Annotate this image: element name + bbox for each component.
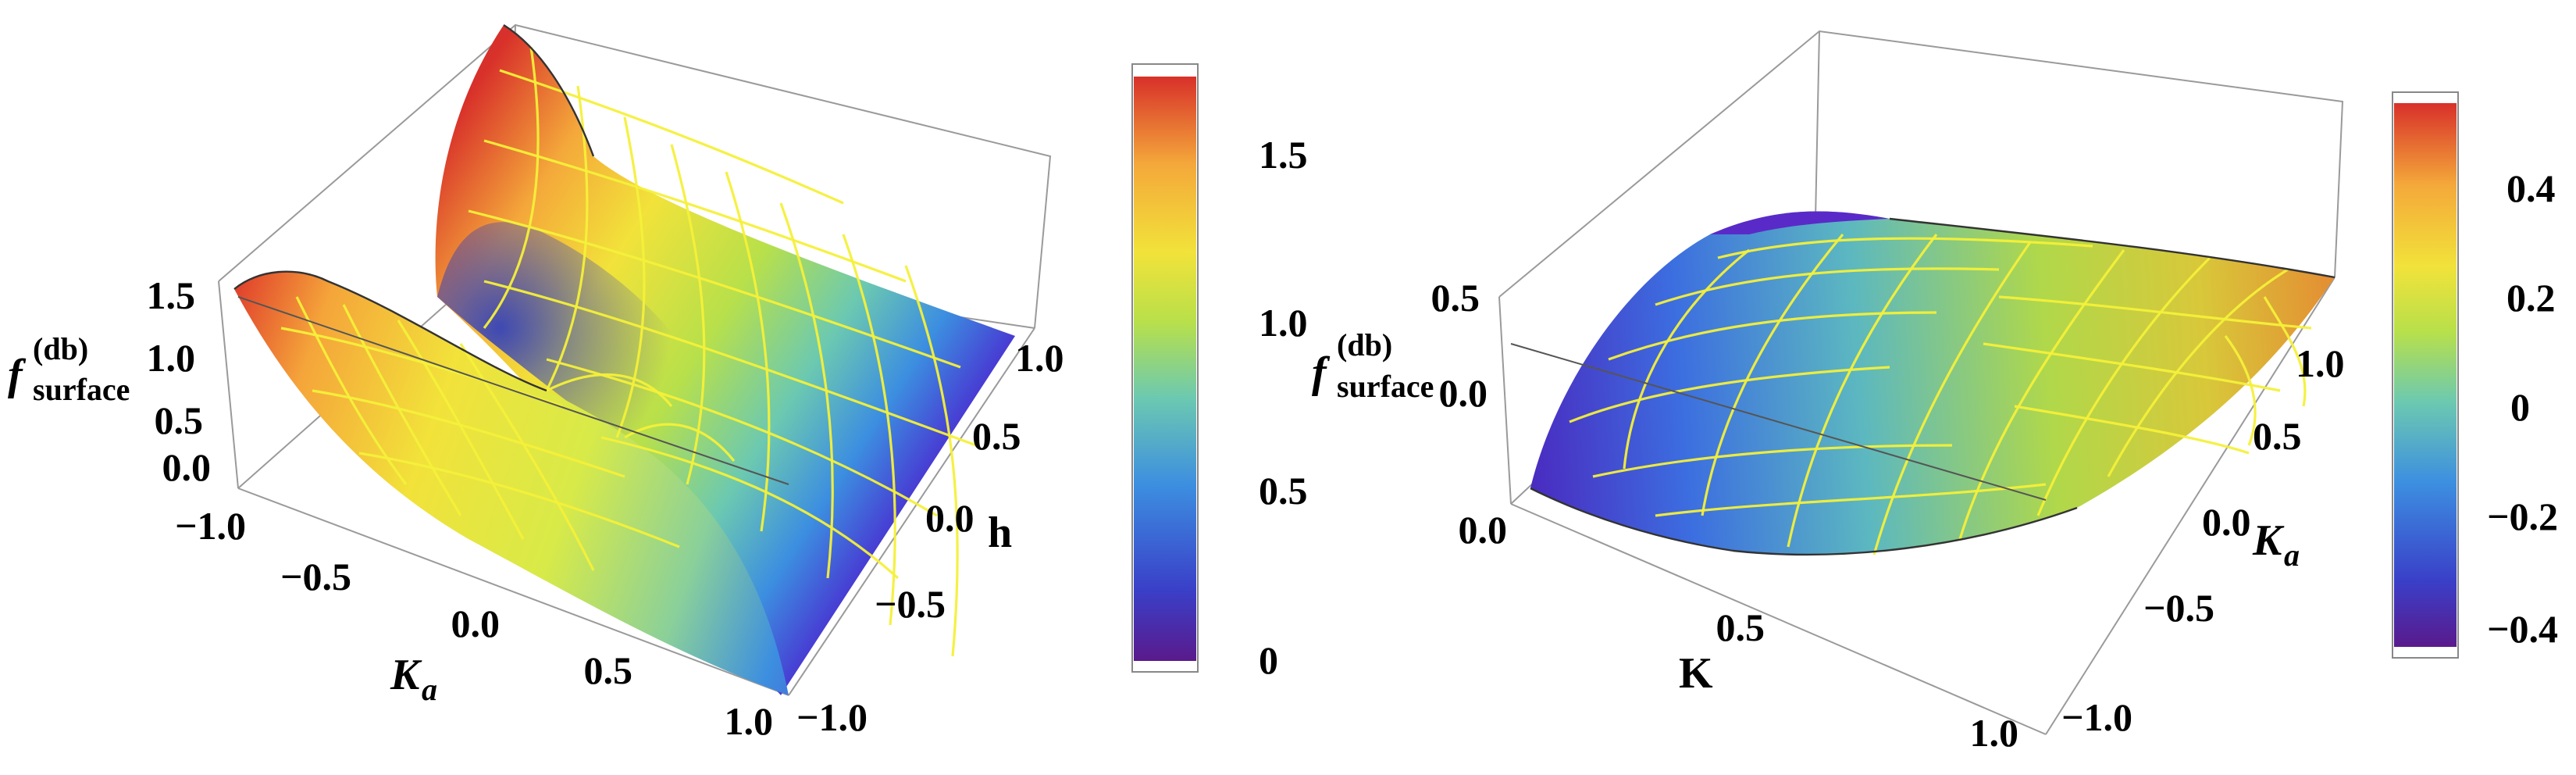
left-cb-tick-1: 0.5: [1259, 469, 1308, 512]
svg-text:f: f: [1312, 348, 1331, 397]
svg-text:(db): (db): [1337, 327, 1392, 362]
right-cb-tick-0: −0.4: [2487, 607, 2558, 651]
right-z-ticks: 0.5 0.0: [1431, 276, 1488, 415]
right-cb-tick-3: 0.2: [2507, 276, 2556, 320]
right-z-tick-0: 0.5: [1431, 276, 1480, 320]
right-x-ticks: 0.0 0.5 1.0: [1459, 508, 2019, 755]
left-x-tick-4: 1.0: [725, 699, 774, 743]
svg-text:(db): (db): [33, 331, 88, 366]
right-y-tick-2: 0.0: [2202, 500, 2251, 544]
right-y-tick-0: −1.0: [2061, 695, 2132, 739]
right-z-label: f (db) surface: [1312, 327, 1434, 404]
right-cb-tick-1: −0.2: [2487, 495, 2558, 538]
left-z-tick-2: 0.5: [155, 398, 204, 442]
left-y-tick-2: 0.0: [925, 496, 974, 540]
left-y-tick-3: 0.5: [972, 414, 1021, 458]
left-z-tick-1: 1.0: [147, 336, 196, 380]
right-colorbar-gradient: [2394, 103, 2457, 647]
svg-text:K: K: [390, 651, 422, 699]
right-x-tick-0: 0.0: [1459, 508, 1508, 552]
left-colorbar: 0 0.5 1.0 1.5: [1131, 63, 1308, 682]
left-surface-back: [435, 25, 1015, 695]
left-surface-front: [234, 271, 789, 695]
right-surface: [1530, 211, 2335, 555]
svg-text:a: a: [422, 672, 437, 707]
right-x-label: K: [1679, 649, 1713, 698]
right-y-tick-4: 1.0: [2296, 341, 2345, 385]
left-x-tick-1: −0.5: [280, 555, 351, 598]
right-cb-tick-4: 0.4: [2507, 166, 2556, 210]
left-y-tick-1: −0.5: [875, 582, 946, 626]
left-z-tick-3: 0.0: [162, 445, 212, 489]
svg-text:f: f: [8, 351, 27, 399]
right-x-tick-2: 1.0: [1970, 711, 2019, 755]
left-y-label: h: [988, 509, 1012, 557]
right-z-tick-1: 0.0: [1439, 371, 1488, 415]
right-plot: 0.5 0.0 f (db) surface 0.0 0.5 1.0 K −1.…: [1312, 30, 2558, 755]
right-cb-tick-2: 0: [2510, 385, 2530, 429]
right-colorbar: −0.4 −0.2 0 0.2 0.4: [2392, 91, 2558, 659]
left-colorbar-gradient: [1134, 77, 1196, 661]
left-cb-tick-0: 0: [1259, 638, 1278, 682]
svg-text:surface: surface: [33, 372, 130, 407]
left-x-label: K a: [390, 651, 437, 707]
right-y-tick-3: 0.5: [2253, 414, 2302, 458]
left-z-tick-0: 1.5: [147, 273, 196, 317]
svg-text:a: a: [2284, 538, 2300, 573]
left-x-tick-3: 0.5: [584, 648, 633, 692]
svg-text:surface: surface: [1337, 369, 1434, 404]
left-z-label: f (db) surface: [8, 331, 130, 407]
left-x-tick-0: −1.0: [175, 504, 246, 548]
left-cb-tick-2: 1.0: [1259, 301, 1308, 345]
left-y-tick-0: −1.0: [796, 695, 868, 739]
svg-text:K: K: [2252, 516, 2285, 565]
left-y-tick-4: 1.0: [1015, 336, 1064, 380]
left-x-tick-2: 0.0: [451, 602, 501, 645]
left-z-ticks: 1.5 1.0 0.5 0.0: [147, 273, 212, 489]
right-x-tick-1: 0.5: [1716, 605, 1765, 649]
left-y-ticks: −1.0 −0.5 0.0 0.5 1.0: [796, 336, 1064, 739]
right-y-tick-1: −0.5: [2143, 586, 2214, 630]
left-cb-tick-3: 1.5: [1259, 133, 1308, 177]
left-x-ticks: −1.0 −0.5 0.0 0.5 1.0: [175, 504, 773, 743]
right-y-label: K a: [2252, 516, 2300, 573]
right-surface-back-rim: [1710, 211, 1890, 234]
right-mesh: [1569, 233, 2312, 555]
left-plot: 1.5 1.0 0.5 0.0 f (db) surface −1.0 −0.5…: [8, 23, 1308, 743]
right-y-ticks: −1.0 −0.5 0.0 0.5 1.0: [2061, 341, 2345, 739]
